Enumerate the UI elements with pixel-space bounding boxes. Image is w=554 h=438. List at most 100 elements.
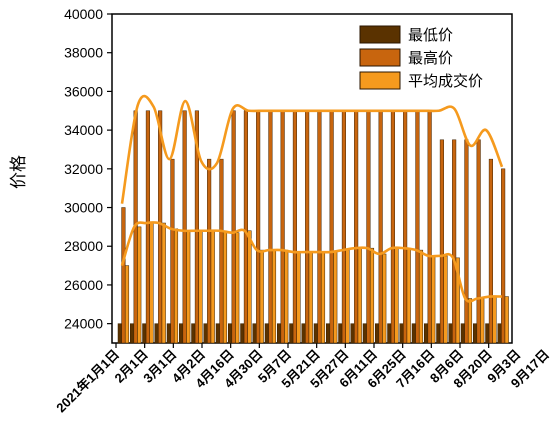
bar	[289, 323, 294, 344]
bar	[394, 247, 399, 344]
bar	[308, 251, 313, 344]
bar	[296, 251, 301, 344]
bar	[403, 110, 408, 344]
bar	[170, 158, 175, 344]
bar	[448, 323, 453, 344]
bar	[350, 323, 355, 344]
bar	[231, 110, 236, 344]
x-tick-label: 2021年1月1日	[53, 347, 122, 416]
bar	[460, 323, 465, 344]
bar	[194, 110, 199, 344]
lines-layer	[120, 94, 504, 303]
bar	[504, 296, 509, 344]
bar	[378, 110, 383, 344]
bar	[341, 110, 346, 344]
bar	[329, 110, 334, 344]
legend-swatch	[359, 25, 401, 44]
bar	[137, 226, 142, 344]
bar	[338, 323, 343, 344]
bar	[284, 249, 289, 344]
bar	[501, 168, 506, 344]
bar	[117, 323, 122, 344]
bar	[439, 139, 444, 344]
bar	[130, 323, 135, 344]
bar	[166, 323, 171, 344]
bar	[121, 207, 126, 344]
bar	[124, 265, 130, 344]
avg-price-line	[120, 221, 503, 303]
bar	[240, 323, 245, 344]
bar	[158, 110, 163, 344]
bar	[345, 249, 350, 344]
bar	[280, 110, 285, 344]
bars-layer	[117, 110, 509, 344]
bar	[399, 323, 404, 344]
bar	[219, 158, 224, 344]
bar	[455, 257, 460, 344]
bar	[382, 253, 387, 344]
bar	[154, 323, 159, 344]
bar	[326, 323, 331, 344]
bar	[243, 110, 248, 344]
bar	[485, 323, 490, 344]
bar	[256, 110, 261, 344]
bar	[207, 158, 212, 344]
bar	[179, 323, 184, 344]
bar	[173, 228, 179, 344]
legend-label: 最高价	[408, 50, 453, 67]
y-tick-label: 38000	[64, 45, 103, 61]
bar	[186, 230, 191, 344]
bar	[145, 110, 150, 344]
bar	[476, 139, 481, 344]
legend-swatch	[359, 71, 401, 90]
bar	[191, 323, 196, 344]
bar	[492, 296, 497, 344]
bar	[149, 222, 154, 344]
bar	[406, 247, 411, 344]
legend-label: 最低价	[408, 27, 453, 44]
bar	[264, 323, 269, 344]
bar	[369, 247, 375, 344]
y-tick-label: 24000	[64, 316, 103, 332]
y-tick-label: 28000	[64, 238, 103, 254]
avg-price-line	[120, 94, 504, 204]
bar	[247, 230, 252, 344]
bar	[182, 110, 187, 344]
bar	[467, 298, 473, 344]
bar	[161, 222, 166, 344]
bar	[277, 323, 282, 344]
bar	[387, 323, 392, 344]
bar	[203, 323, 208, 344]
bar	[411, 323, 416, 344]
bar	[436, 323, 441, 344]
bar	[271, 249, 277, 344]
bar	[464, 139, 469, 344]
bar	[313, 323, 318, 344]
bar	[431, 255, 436, 344]
bar	[497, 323, 502, 344]
bar	[390, 110, 395, 344]
bar	[228, 323, 233, 344]
bar	[235, 232, 240, 344]
bar	[354, 110, 359, 344]
y-tick-label: 36000	[64, 83, 103, 99]
bar	[473, 323, 478, 344]
y-tick-label: 26000	[64, 277, 103, 293]
bar	[415, 110, 420, 344]
bar	[198, 230, 203, 344]
y-tick-label: 40000	[64, 6, 103, 22]
bar	[357, 247, 362, 344]
bar	[301, 323, 306, 344]
legend-swatch	[359, 48, 401, 67]
bar	[443, 255, 448, 344]
y-tick-label: 34000	[64, 122, 103, 138]
bar	[362, 323, 367, 344]
bar	[268, 110, 273, 344]
bar	[305, 110, 310, 344]
bar	[292, 110, 297, 344]
bar	[427, 110, 432, 344]
legend-label: 平均成交价	[408, 72, 483, 90]
bar	[252, 323, 257, 344]
bar	[333, 251, 338, 344]
